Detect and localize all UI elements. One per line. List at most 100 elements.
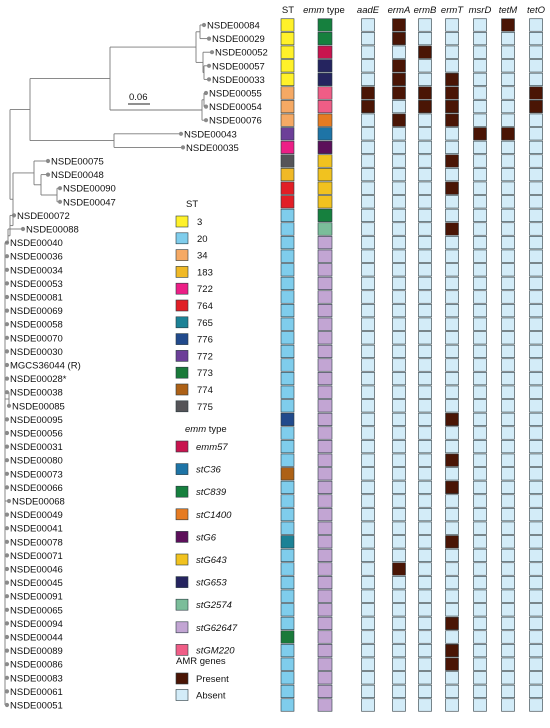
amr-cell-nsde00043-tetm	[501, 127, 515, 141]
legend-st-label-722: 722	[197, 284, 213, 295]
emm-cell-nsde00084	[317, 18, 333, 32]
legend-amr-swatch-present	[175, 672, 189, 685]
st-cell-nsde00031	[280, 440, 295, 454]
amr-cell-nsde00048-erma	[392, 168, 406, 182]
amr-cell-nsde00086-erma	[392, 657, 406, 671]
amr-cell-nsde00066-aade	[361, 480, 375, 494]
emm-cell-nsde00028	[317, 372, 333, 386]
amr-cell-mgcs36044-r-ermb	[418, 358, 432, 372]
amr-cell-nsde00034-aade	[361, 263, 375, 277]
legend-st-label-772: 772	[197, 351, 213, 362]
amr-cell-nsde00045-aade	[361, 576, 375, 590]
st-cell-nsde00044	[280, 630, 295, 644]
amr-cell-mgcs36044-r-erma	[392, 358, 406, 372]
amr-cell-nsde00069-ermb	[418, 304, 432, 318]
legend-emm-title-rest: type	[206, 424, 227, 435]
amr-cell-nsde00035-tetm	[501, 140, 515, 154]
amr-cell-nsde00073-aade	[361, 467, 375, 481]
header-msrd: msrD	[469, 5, 492, 16]
amr-cell-nsde00068-ermt	[445, 494, 459, 508]
scale-bar: 0.06	[128, 92, 150, 105]
amr-cell-nsde00069-tetm	[501, 304, 515, 318]
amr-cell-nsde00088-aade	[361, 222, 375, 236]
amr-cell-mgcs36044-r-tetm	[501, 358, 515, 372]
amr-cell-nsde00045-erma	[392, 576, 406, 590]
leaf-label-nsde00046: NSDE00046	[10, 565, 63, 576]
leaf-node	[4, 648, 10, 653]
leaf-label-nsde00057: NSDE00057	[212, 61, 265, 72]
leaf-label-nsde00090: NSDE00090	[63, 184, 116, 195]
emm-cell-nsde00081	[317, 290, 333, 304]
amr-cell-nsde00049-ermt	[445, 508, 459, 522]
amr-cell-nsde00075-teto	[529, 154, 543, 168]
leaf-node	[4, 662, 10, 667]
emm-cell-nsde00048	[317, 168, 333, 182]
amr-cell-nsde00048-ermb	[418, 168, 432, 182]
amr-cell-nsde00095-aade	[361, 412, 375, 426]
st-cell-nsde00080	[280, 453, 295, 467]
header-ermt: ermT	[441, 5, 464, 16]
amr-cell-nsde00061-ermt	[445, 684, 459, 698]
st-cell-nsde00089	[280, 644, 295, 658]
emm-cell-nsde00054	[317, 100, 333, 114]
leaf-label-nsde00080: NSDE00080	[10, 456, 63, 467]
leaf-label-nsde00029: NSDE00029	[212, 34, 265, 45]
emm-cell-nsde00043	[317, 127, 333, 141]
amr-cell-nsde00047-ermb	[418, 195, 432, 209]
leaf-node	[206, 77, 212, 82]
amr-cell-nsde00054-ermt	[445, 100, 459, 114]
leaf-node	[206, 63, 212, 68]
amr-cell-nsde00072-msrd	[473, 208, 487, 222]
amr-cell-nsde00090-teto	[529, 181, 543, 195]
amr-cell-nsde00072-tetm	[501, 208, 515, 222]
st-cell-nsde00043	[280, 127, 295, 141]
amr-cell-nsde00028-teto	[529, 372, 543, 386]
amr-cell-nsde00051-tetm	[501, 698, 515, 712]
amr-cell-nsde00069-teto	[529, 304, 543, 318]
amr-cell-nsde00046-teto	[529, 562, 543, 576]
amr-cell-nsde00044-aade	[361, 630, 375, 644]
amr-cell-nsde00075-aade	[361, 154, 375, 168]
amr-cell-nsde00095-teto	[529, 412, 543, 426]
amr-cell-nsde00041-ermt	[445, 521, 459, 535]
amr-cell-nsde00031-msrd	[473, 440, 487, 454]
amr-cell-nsde00036-msrd	[473, 249, 487, 263]
legend-emm-title: emm type	[185, 424, 227, 435]
emm-cell-nsde00078	[317, 535, 333, 549]
amr-cell-nsde00054-teto	[529, 100, 543, 114]
amr-cell-nsde00090-msrd	[473, 181, 487, 195]
amr-cell-nsde00084-ermt	[445, 18, 459, 32]
amr-cell-nsde00055-ermt	[445, 86, 459, 100]
st-cell-nsde00061	[280, 684, 295, 698]
st-cell-nsde00076	[280, 113, 295, 127]
amr-cell-nsde00053-ermt	[445, 276, 459, 290]
amr-cell-nsde00038-teto	[529, 385, 543, 399]
st-cell-nsde00047	[280, 195, 295, 209]
amr-cell-nsde00094-msrd	[473, 616, 487, 630]
leaf-label-nsde00066: NSDE00066	[10, 483, 63, 494]
amr-cell-nsde00078-erma	[392, 535, 406, 549]
amr-cell-nsde00089-tetm	[501, 644, 515, 658]
amr-cell-nsde00053-aade	[361, 276, 375, 290]
amr-cell-nsde00051-teto	[529, 698, 543, 712]
amr-cell-nsde00066-msrd	[473, 480, 487, 494]
amr-cell-nsde00028-aade	[361, 372, 375, 386]
amr-cell-nsde00069-ermt	[445, 304, 459, 318]
leaf-label-nsde00051: NSDE00051	[10, 701, 63, 712]
amr-cell-nsde00028-tetm	[501, 372, 515, 386]
amr-cell-nsde00047-aade	[361, 195, 375, 209]
amr-cell-nsde00056-tetm	[501, 426, 515, 440]
amr-cell-nsde00040-teto	[529, 236, 543, 250]
amr-cell-nsde00047-teto	[529, 195, 543, 209]
amr-cell-nsde00046-ermt	[445, 562, 459, 576]
leaf-node	[4, 689, 10, 694]
amr-cell-nsde00043-ermt	[445, 127, 459, 141]
legend-st-swatch-776	[175, 333, 189, 345]
amr-cell-nsde00048-ermt	[445, 168, 459, 182]
amr-cell-nsde00054-tetm	[501, 100, 515, 114]
st-cell-nsde00035	[280, 140, 295, 154]
amr-cell-nsde00085-teto	[529, 399, 543, 413]
amr-cell-nsde00091-erma	[392, 589, 406, 603]
st-cell-nsde00048	[280, 168, 295, 182]
amr-cell-nsde00084-teto	[529, 18, 543, 32]
